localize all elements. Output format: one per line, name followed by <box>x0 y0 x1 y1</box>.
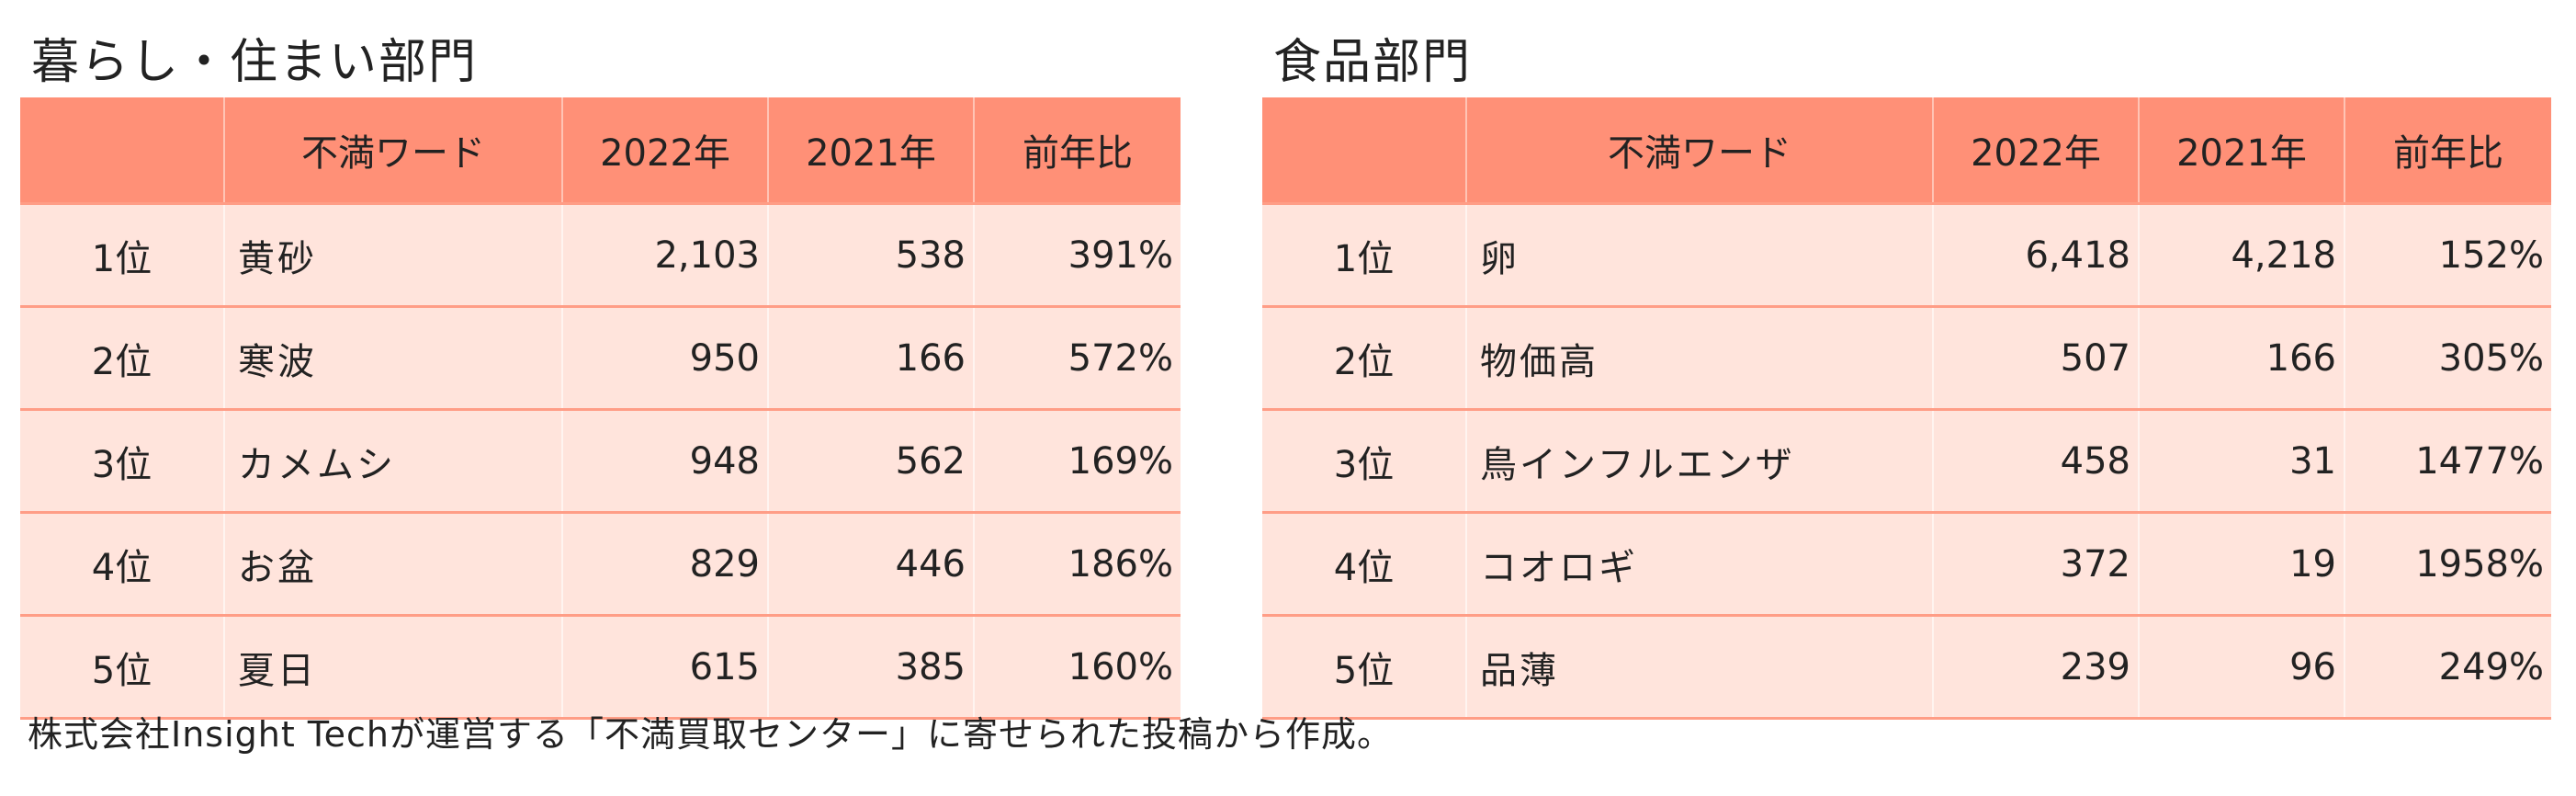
rank-cell: 5位 <box>20 614 225 720</box>
count-2022-cell: 507 <box>1933 305 2140 410</box>
count-2022-cell: 6,418 <box>1933 202 2140 307</box>
count-2022-cell: 948 <box>562 408 769 513</box>
table-row: 2位 寒波 950 166 572% <box>20 305 1181 410</box>
rank-cell: 1位 <box>20 202 225 307</box>
table-row: 5位 品薄 239 96 249% <box>1262 614 2551 720</box>
ratio-cell: 152% <box>2344 202 2551 307</box>
ratio-cell: 169% <box>974 408 1181 513</box>
living-ranking-table: 不満ワード 2022年 2021年 前年比 1位 黄砂 2,103 538 39… <box>20 97 1181 720</box>
header-2021: 2021年 <box>768 97 975 204</box>
table-header-row: 不満ワード 2022年 2021年 前年比 <box>20 97 1181 204</box>
source-footnote: 株式会社Insight Techが運営する「不満買取センター」に寄せられた投稿か… <box>28 714 1393 755</box>
ratio-cell: 1477% <box>2344 408 2551 513</box>
rank-cell: 4位 <box>20 511 225 616</box>
table-row: 1位 黄砂 2,103 538 391% <box>20 202 1181 307</box>
header-ratio: 前年比 <box>974 97 1181 204</box>
table-row: 5位 夏日 615 385 160% <box>20 614 1181 720</box>
living-section-title: 暮らし・住まい部門 <box>31 35 479 90</box>
rank-cell: 3位 <box>1262 408 1467 513</box>
count-2021-cell: 96 <box>2139 614 2345 720</box>
count-2022-cell: 2,103 <box>562 202 769 307</box>
count-2022-cell: 950 <box>562 305 769 410</box>
count-2022-cell: 458 <box>1933 408 2140 513</box>
ratio-cell: 186% <box>974 511 1181 616</box>
count-2021-cell: 385 <box>768 614 975 720</box>
ratio-cell: 391% <box>974 202 1181 307</box>
word-cell: 品薄 <box>1466 614 1934 720</box>
word-cell: コオロギ <box>1466 511 1934 616</box>
word-cell: 卵 <box>1466 202 1934 307</box>
count-2021-cell: 19 <box>2139 511 2345 616</box>
word-cell: 物価高 <box>1466 305 1934 410</box>
table-row: 1位 卵 6,418 4,218 152% <box>1262 202 2551 307</box>
header-rank <box>20 97 225 204</box>
count-2021-cell: 538 <box>768 202 975 307</box>
header-word: 不満ワード <box>1466 97 1934 204</box>
word-cell: お盆 <box>224 511 563 616</box>
header-2021: 2021年 <box>2139 97 2345 204</box>
ratio-cell: 1958% <box>2344 511 2551 616</box>
count-2022-cell: 372 <box>1933 511 2140 616</box>
count-2021-cell: 31 <box>2139 408 2345 513</box>
rank-cell: 3位 <box>20 408 225 513</box>
table-row: 2位 物価高 507 166 305% <box>1262 305 2551 410</box>
word-cell: 夏日 <box>224 614 563 720</box>
rank-cell: 1位 <box>1262 202 1467 307</box>
count-2021-cell: 166 <box>2139 305 2345 410</box>
food-section-title: 食品部門 <box>1273 35 1473 90</box>
table-row: 4位 お盆 829 446 186% <box>20 511 1181 616</box>
word-cell: カメムシ <box>224 408 563 513</box>
count-2022-cell: 615 <box>562 614 769 720</box>
word-cell: 鳥インフルエンザ <box>1466 408 1934 513</box>
food-ranking-table: 不満ワード 2022年 2021年 前年比 1位 卵 6,418 4,218 1… <box>1262 97 2551 720</box>
word-cell: 寒波 <box>224 305 563 410</box>
table-row: 3位 鳥インフルエンザ 458 31 1477% <box>1262 408 2551 513</box>
count-2022-cell: 239 <box>1933 614 2140 720</box>
rank-cell: 4位 <box>1262 511 1467 616</box>
rank-cell: 2位 <box>1262 305 1467 410</box>
header-2022: 2022年 <box>1933 97 2140 204</box>
header-ratio: 前年比 <box>2344 97 2551 204</box>
living-panel: 暮らし・住まい部門 不満ワード 2022年 2021年 前年比 1位 黄砂 2,… <box>20 28 1181 720</box>
count-2021-cell: 4,218 <box>2139 202 2345 307</box>
word-cell: 黄砂 <box>224 202 563 307</box>
ratio-cell: 160% <box>974 614 1181 720</box>
header-rank <box>1262 97 1467 204</box>
rank-cell: 2位 <box>20 305 225 410</box>
table-row: 4位 コオロギ 372 19 1958% <box>1262 511 2551 616</box>
count-2021-cell: 446 <box>768 511 975 616</box>
table-header-row: 不満ワード 2022年 2021年 前年比 <box>1262 97 2551 204</box>
header-2022: 2022年 <box>562 97 769 204</box>
count-2021-cell: 166 <box>768 305 975 410</box>
rank-cell: 5位 <box>1262 614 1467 720</box>
food-panel: 食品部門 不満ワード 2022年 2021年 前年比 1位 卵 6,418 4,… <box>1262 28 2551 720</box>
header-word: 不満ワード <box>224 97 563 204</box>
ratio-cell: 572% <box>974 305 1181 410</box>
table-row: 3位 カメムシ 948 562 169% <box>20 408 1181 513</box>
count-2022-cell: 829 <box>562 511 769 616</box>
count-2021-cell: 562 <box>768 408 975 513</box>
ratio-cell: 305% <box>2344 305 2551 410</box>
ratio-cell: 249% <box>2344 614 2551 720</box>
